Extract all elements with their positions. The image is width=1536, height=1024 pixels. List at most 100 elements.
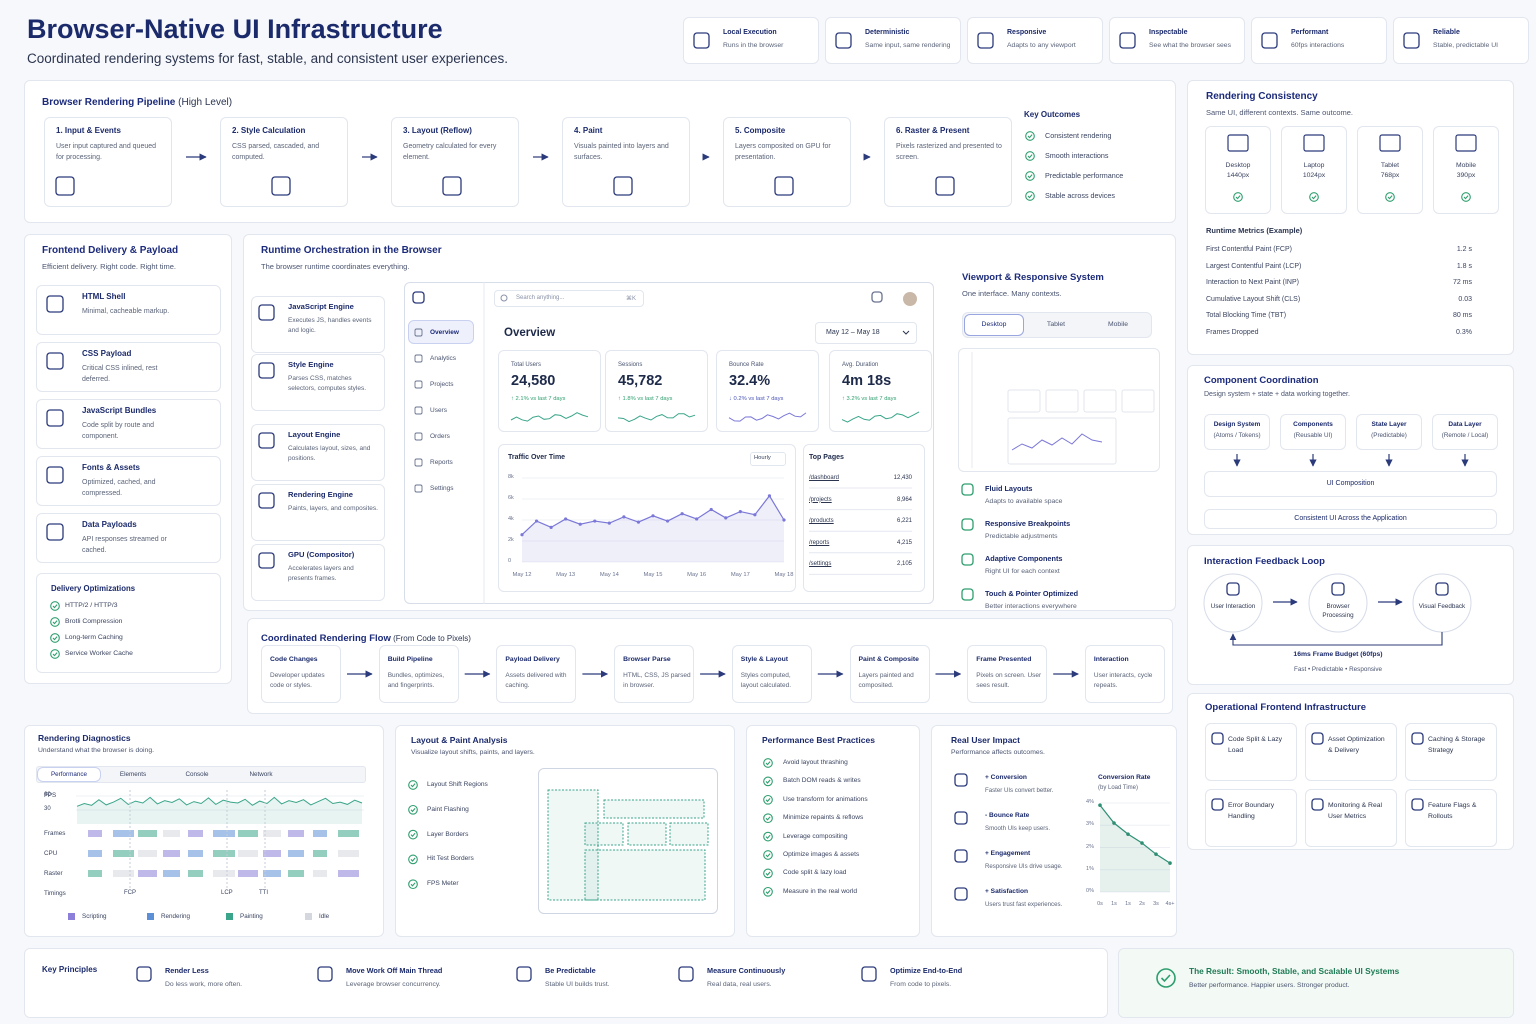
pipeline-step bbox=[220, 117, 348, 207]
point bbox=[680, 512, 684, 516]
nav-icon bbox=[414, 380, 423, 389]
pipeline-step bbox=[391, 117, 519, 207]
nav-icon bbox=[414, 406, 423, 415]
check-icon bbox=[765, 761, 771, 766]
point bbox=[564, 517, 568, 521]
point bbox=[1126, 832, 1130, 836]
icon bbox=[935, 176, 955, 196]
nav-icon bbox=[414, 458, 423, 467]
legend-swatch bbox=[226, 913, 233, 920]
point bbox=[593, 519, 597, 523]
timeline-block bbox=[213, 870, 235, 877]
icon bbox=[136, 966, 152, 982]
check-icon bbox=[50, 633, 60, 643]
timeline-block bbox=[88, 870, 102, 877]
icon bbox=[271, 176, 291, 196]
point bbox=[665, 519, 670, 523]
check-icon bbox=[52, 620, 58, 625]
timeline-block bbox=[163, 850, 180, 857]
check-icon bbox=[765, 816, 771, 821]
fps-line bbox=[76, 796, 363, 807]
device-card bbox=[1205, 126, 1271, 214]
icon bbox=[613, 176, 633, 196]
stat-card bbox=[829, 350, 932, 432]
icon bbox=[55, 176, 75, 196]
paint-region bbox=[627, 822, 667, 846]
check-icon bbox=[1309, 192, 1319, 202]
icon bbox=[954, 773, 968, 787]
timeline-block bbox=[138, 850, 157, 857]
paint-region bbox=[584, 822, 624, 846]
point bbox=[1154, 852, 1158, 856]
check-icon bbox=[408, 829, 418, 840]
timeline-block bbox=[263, 850, 281, 857]
panel bbox=[1187, 365, 1514, 535]
timeline-block bbox=[113, 870, 134, 877]
timeline-block bbox=[113, 850, 134, 857]
flow-step bbox=[614, 645, 695, 703]
flow-step bbox=[378, 645, 459, 703]
check-icon bbox=[763, 831, 773, 842]
point bbox=[695, 517, 699, 521]
check-icon bbox=[763, 794, 773, 805]
check-icon bbox=[765, 853, 771, 858]
check-icon bbox=[1027, 174, 1033, 179]
legend-swatch bbox=[305, 913, 312, 920]
chevron bbox=[902, 330, 910, 335]
icon bbox=[258, 492, 275, 509]
flow-step bbox=[849, 645, 930, 703]
icon bbox=[961, 518, 974, 531]
flow-step bbox=[731, 645, 812, 703]
check-icon bbox=[1461, 192, 1471, 202]
timeline-block bbox=[313, 870, 327, 877]
delivery-item bbox=[36, 342, 221, 392]
point bbox=[578, 522, 582, 526]
area bbox=[1100, 805, 1170, 892]
delivery-item bbox=[36, 285, 221, 335]
check-icon bbox=[1311, 195, 1317, 200]
loop-node bbox=[1203, 573, 1263, 633]
icon bbox=[442, 176, 462, 196]
icon bbox=[1226, 582, 1240, 596]
check-icon bbox=[410, 808, 416, 813]
check-icon bbox=[765, 798, 771, 803]
badge bbox=[1109, 17, 1245, 64]
sparkline bbox=[841, 411, 920, 423]
icon bbox=[258, 552, 275, 569]
stat-card bbox=[716, 350, 819, 432]
check-icon bbox=[408, 879, 418, 890]
nav-icon bbox=[414, 328, 423, 337]
badge bbox=[683, 17, 819, 64]
loop-return bbox=[1229, 632, 1443, 646]
check-icon bbox=[52, 636, 58, 641]
icon bbox=[1411, 798, 1424, 811]
delivery-optimizations bbox=[36, 573, 221, 673]
check-icon bbox=[1025, 191, 1035, 201]
device-icon bbox=[1455, 134, 1477, 152]
icon bbox=[954, 849, 968, 863]
check-icon bbox=[52, 604, 58, 609]
composition-box bbox=[1204, 471, 1497, 497]
icon bbox=[412, 291, 425, 304]
avatar bbox=[903, 292, 917, 306]
timeline-block bbox=[188, 850, 203, 857]
icon bbox=[1435, 582, 1449, 596]
icon bbox=[1403, 32, 1420, 49]
icon bbox=[46, 523, 64, 541]
check-icon bbox=[50, 617, 60, 627]
check-icon bbox=[1027, 194, 1033, 199]
timeline-block bbox=[238, 830, 258, 837]
timeline-block bbox=[138, 830, 157, 837]
icon bbox=[46, 295, 64, 313]
badge bbox=[967, 17, 1103, 64]
timeline-block bbox=[288, 850, 304, 857]
timeline-block bbox=[238, 870, 258, 877]
nav-icon bbox=[414, 354, 423, 363]
check-icon bbox=[1385, 192, 1395, 202]
flow-step bbox=[261, 645, 341, 703]
check-icon bbox=[50, 601, 60, 611]
icon bbox=[961, 483, 974, 496]
icon bbox=[46, 352, 64, 370]
paint-region bbox=[669, 822, 709, 846]
